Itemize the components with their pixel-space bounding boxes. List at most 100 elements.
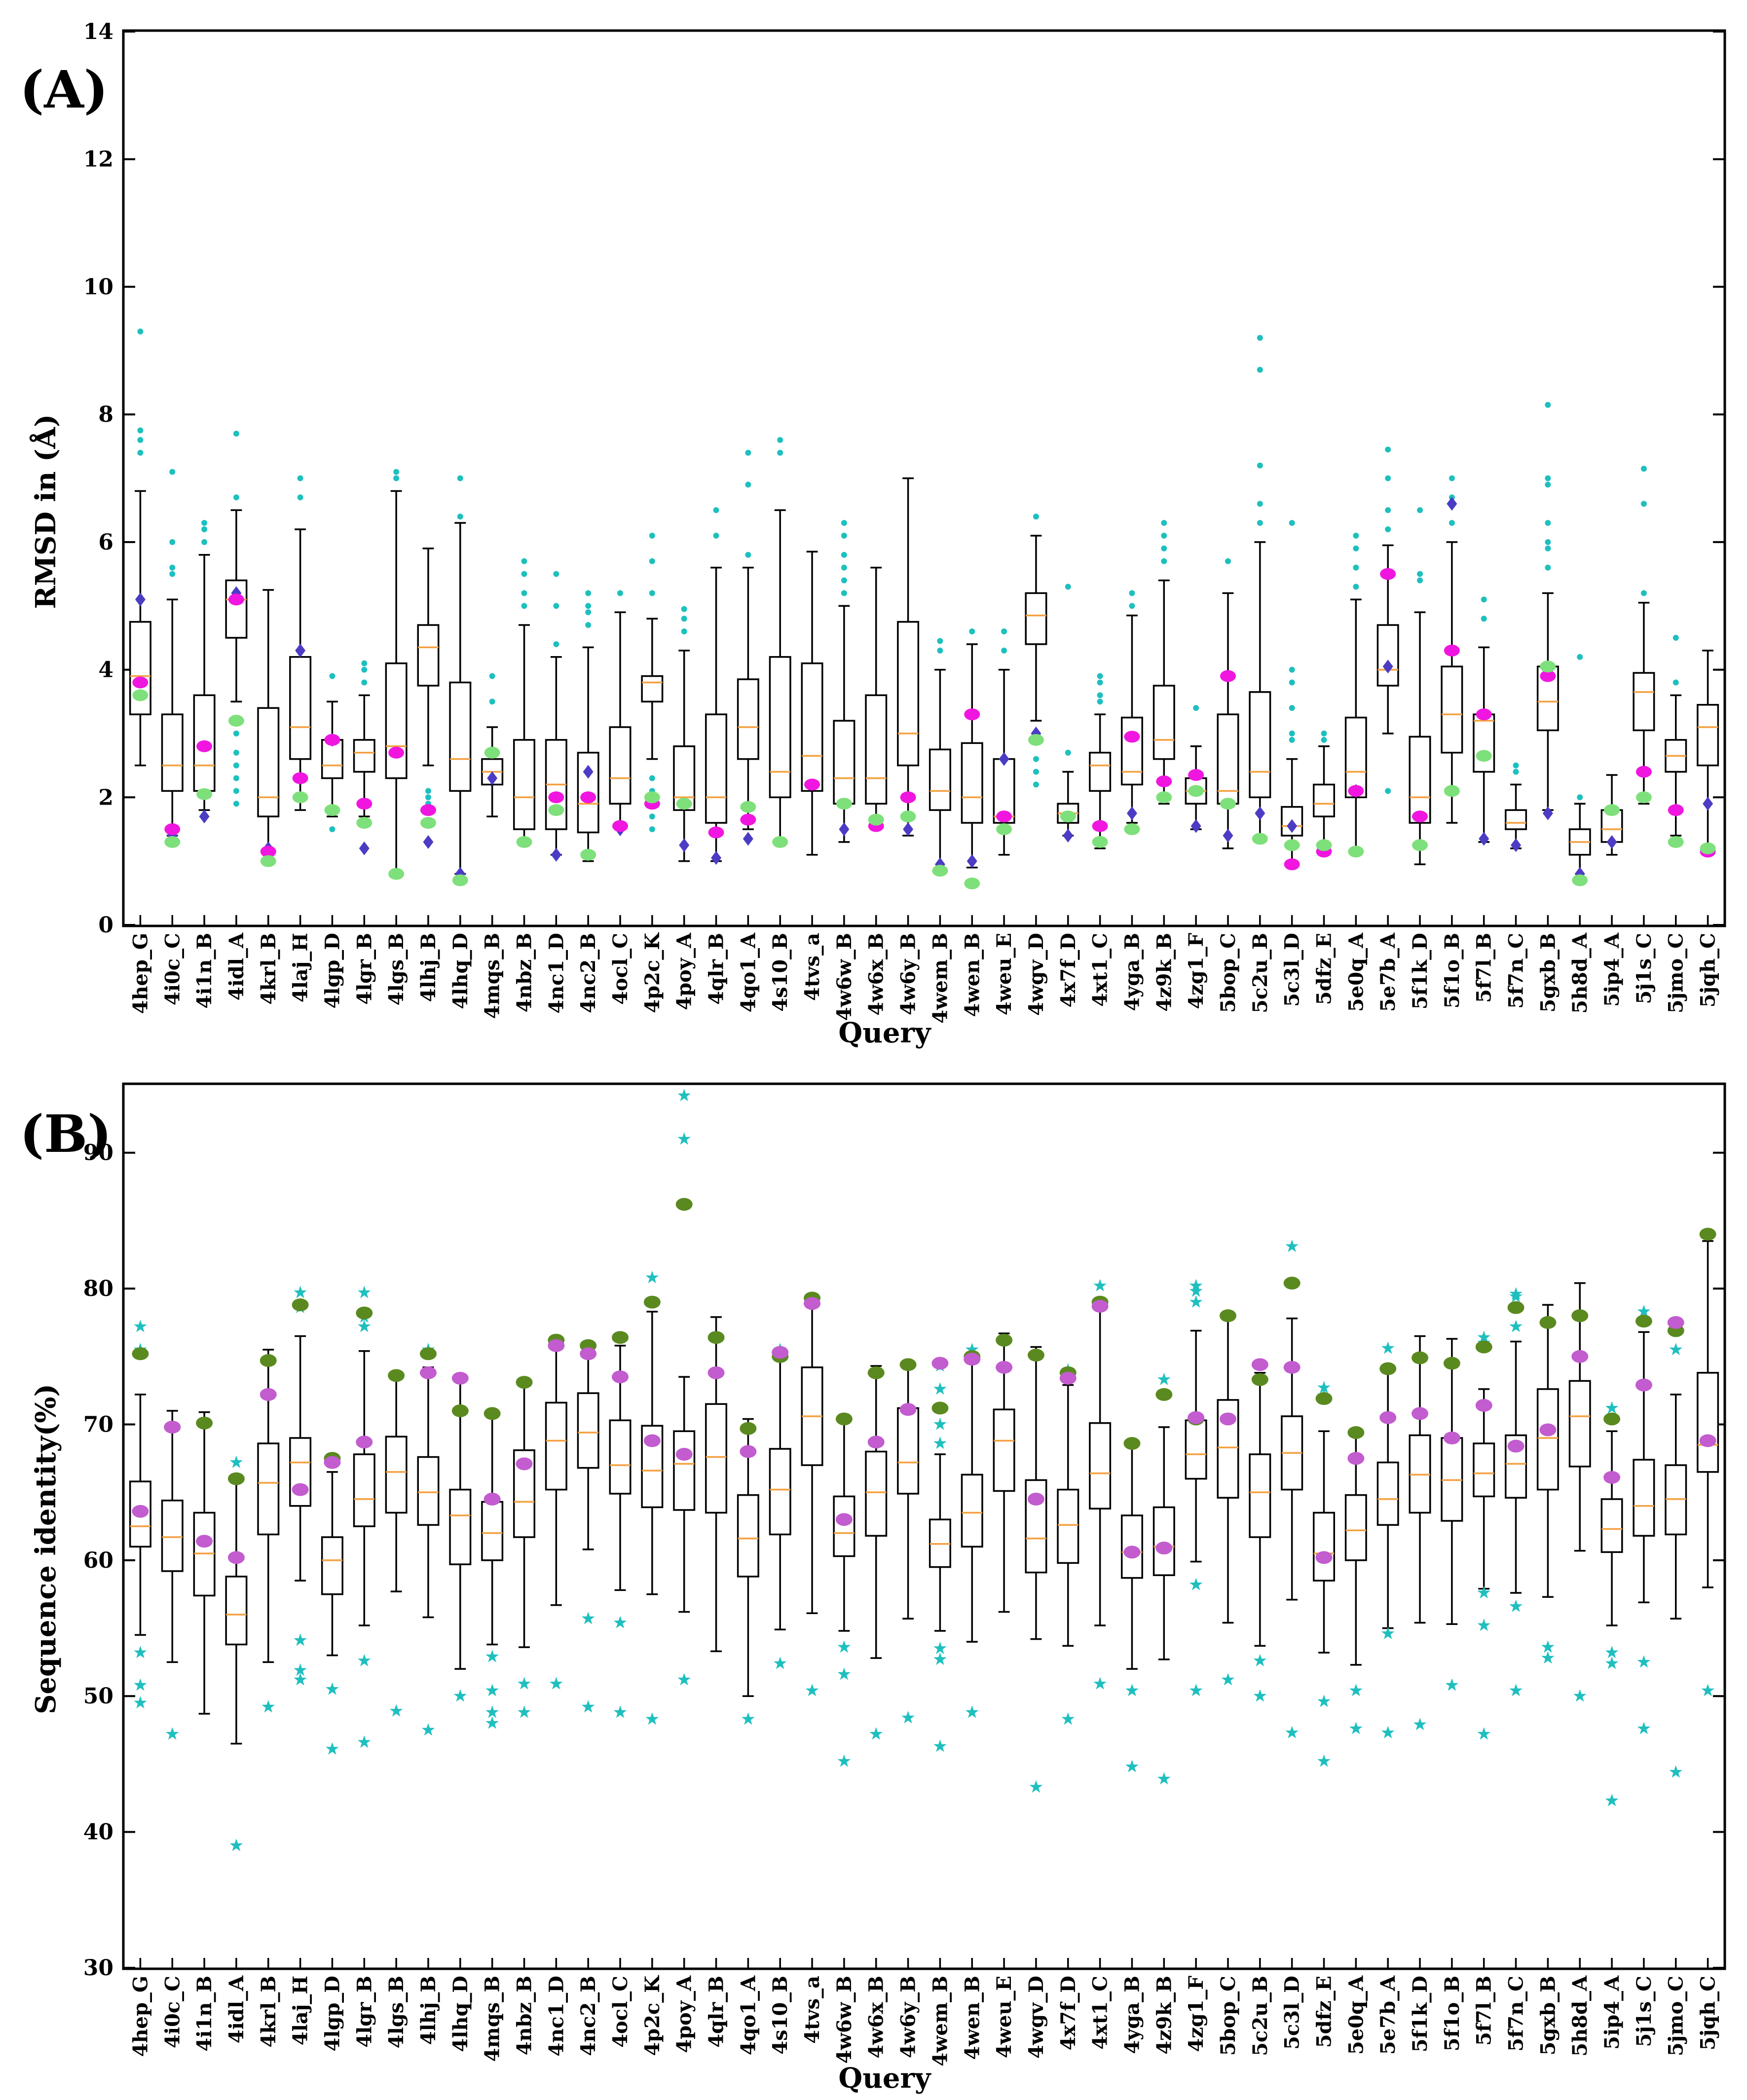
x-tick-label-4lgp_D: 4lgp_D: [321, 1976, 344, 2052]
box-iqr: [641, 675, 664, 703]
outlier-point: [1321, 730, 1327, 737]
x-tick-label-4hep_G: 4hep_G: [129, 1976, 152, 2057]
outlier-star: [229, 1839, 243, 1851]
outlier-star: [1637, 1304, 1651, 1318]
x-tick-label-4poy_A: 4poy_A: [673, 1975, 696, 2053]
blue-diamond-marker: [359, 841, 370, 855]
y-tick-label: 30: [83, 1955, 113, 1981]
box-iqr: [385, 1436, 408, 1514]
x-tick-label-4wgv_D: 4wgv_D: [1025, 933, 1048, 1016]
outlier-point: [521, 590, 527, 596]
outlier-point: [1545, 402, 1551, 408]
green-marker: [676, 798, 692, 810]
box-4zg1_F: [1185, 705, 1207, 830]
magenta-marker: [292, 772, 308, 784]
outlier-star: [294, 1633, 307, 1646]
x-tick-label-5e0q_A: 5e0q_A: [1344, 932, 1368, 1012]
x-tick-label-5jqh_C: 5jqh_C: [1697, 933, 1720, 1007]
box-iqr: [1313, 1511, 1335, 1582]
outlier-point: [681, 606, 687, 612]
box-iqr: [1313, 783, 1335, 817]
blue-diamond-marker: [1382, 660, 1393, 674]
y-tick-label: 12: [83, 147, 113, 172]
box-iqr: [1152, 1506, 1175, 1576]
outlier-point: [1097, 673, 1103, 679]
x-tick-label-4ocl_C: 4ocl_C: [609, 933, 632, 1005]
outlier-point: [777, 449, 783, 456]
box-iqr: [1473, 1442, 1495, 1498]
box-iqr: [353, 739, 375, 773]
magenta-marker: [1220, 670, 1236, 682]
box-4laj_H: [289, 475, 312, 811]
outlier-point: [1033, 756, 1039, 762]
box-iqr: [1344, 716, 1367, 799]
outlier-point: [969, 628, 975, 634]
magenta-marker: [740, 813, 756, 826]
outlier-star: [294, 1663, 307, 1676]
green-marker: [356, 817, 372, 829]
outlier-star: [901, 1711, 915, 1724]
box-iqr: [1376, 1461, 1399, 1526]
x-tick-label-5dfz_E: 5dfz_E: [1313, 1976, 1336, 2048]
outlier-point: [1289, 679, 1295, 686]
box-4wen_B: [961, 1343, 983, 1718]
x-tick-label-4w6x_B: 4w6x_B: [865, 1976, 888, 2059]
box-5c3l_D: [1281, 1239, 1303, 1738]
outlier-point: [937, 638, 943, 644]
panel-a-plot-frame: [122, 29, 1726, 927]
magenta-marker: [1284, 858, 1300, 871]
green-marker: [1284, 839, 1300, 851]
violet-marker: [740, 1445, 757, 1458]
box-4lgs_B: [385, 1376, 408, 1717]
y-tick-label: 80: [83, 1276, 113, 1301]
x-tick-label-4i0c_C: 4i0c_C: [161, 1976, 184, 2048]
outlier-point: [201, 526, 208, 532]
violet-marker: [867, 1436, 885, 1449]
outlier-point: [1577, 654, 1583, 660]
violet-marker: [1412, 1407, 1429, 1420]
blue-diamond-marker: [1542, 806, 1553, 820]
blue-diamond-marker: [1703, 797, 1713, 811]
box-4nc2_B: [577, 1349, 599, 1713]
outlier-point: [1417, 577, 1423, 584]
green-marker: [1220, 798, 1236, 810]
blue-diamond-marker: [679, 838, 690, 852]
outlier-star: [1317, 1754, 1331, 1767]
olive-marker: [419, 1347, 437, 1361]
outlier-point: [1321, 737, 1327, 743]
box-iqr: [1697, 1372, 1719, 1473]
outlier-point: [1673, 634, 1679, 641]
y-tick-label: 60: [83, 1548, 113, 1573]
box-4w6x_B: [865, 1365, 888, 1740]
outlier-point: [841, 590, 847, 596]
box-4weu_E: [993, 1332, 1015, 1613]
green-marker: [228, 715, 244, 727]
box-iqr: [257, 707, 280, 817]
x-tick-label-5jqh_C: 5jqh_C: [1697, 1976, 1720, 2050]
violet-marker: [1315, 1551, 1333, 1564]
outlier-point: [1513, 769, 1519, 775]
outlier-star: [933, 1417, 947, 1430]
outlier-star: [485, 1705, 499, 1718]
panel-b-plot-frame: [122, 1082, 1726, 1970]
magenta-marker: [1092, 820, 1108, 832]
x-tick-label-5e7b_A: 5e7b_A: [1376, 1975, 1400, 2055]
outlier-point: [1257, 501, 1263, 507]
x-tick-label-5dfz_E: 5dfz_E: [1313, 933, 1336, 1005]
olive-marker: [899, 1358, 917, 1371]
outlier-star: [1189, 1684, 1203, 1696]
outlier-point: [1033, 769, 1039, 775]
blue-diamond-marker: [1287, 819, 1298, 833]
outlier-point: [1353, 584, 1359, 590]
outlier-star: [1605, 1657, 1619, 1669]
panel-a-boxes: [129, 328, 1719, 889]
x-tick-label-5ip4_A: 5ip4_A: [1600, 1975, 1624, 2050]
outlier-star: [134, 1696, 147, 1709]
box-5bop_C: [1217, 558, 1239, 849]
x-tick-label-4lhq_D: 4lhq_D: [449, 1976, 472, 2052]
box-4mqs_B: [481, 1416, 504, 1729]
olive-marker: [260, 1354, 277, 1367]
outlier-star: [933, 1382, 947, 1395]
outlier-point: [169, 539, 176, 545]
x-tick-label-5e7b_A: 5e7b_A: [1376, 932, 1400, 1012]
